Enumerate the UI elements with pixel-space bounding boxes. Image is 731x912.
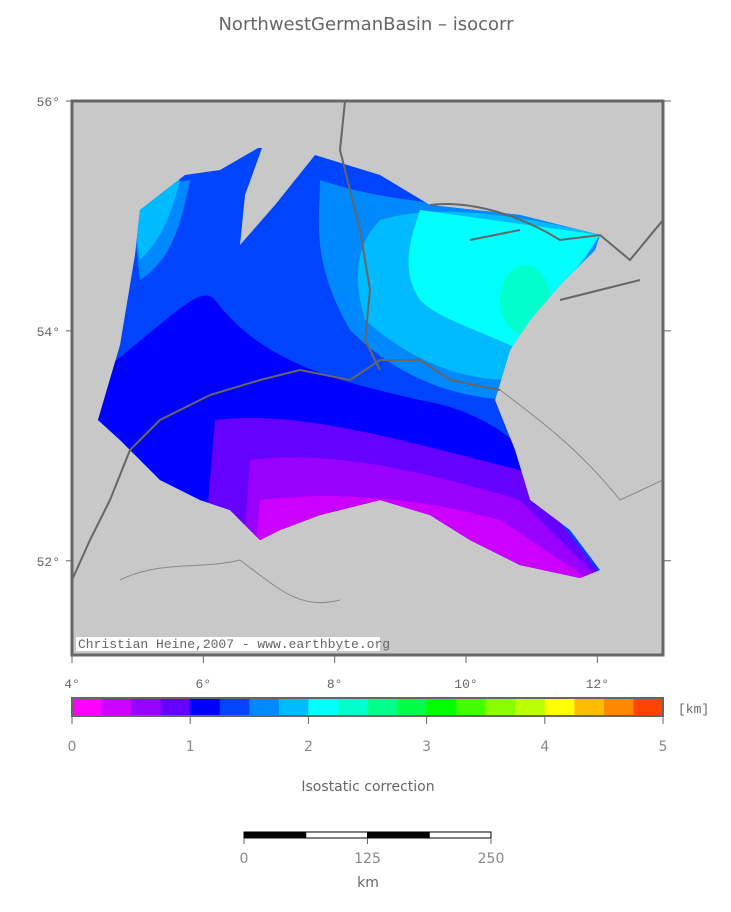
scale-tick-label: 125 — [354, 851, 381, 867]
lon-label: 4° — [64, 677, 80, 692]
colorbar-segment — [278, 698, 309, 716]
colorbar-tick-label: 1 — [186, 739, 195, 755]
colorbar-segment — [219, 698, 250, 716]
scale-segment — [367, 831, 430, 839]
colorbar-unit: [km] — [678, 702, 709, 717]
lon-label: 10° — [454, 677, 477, 692]
colorbar-segment — [485, 698, 516, 716]
colorbar-label: Isostatic correction — [301, 779, 434, 795]
colorbar-tick-label: 5 — [659, 739, 668, 755]
coastlines — [72, 101, 663, 581]
title: NorthwestGermanBasin – isocorr — [218, 14, 514, 35]
lon-label: 12° — [586, 677, 609, 692]
colorbar-segment — [544, 698, 575, 716]
colorbar-segment — [160, 698, 191, 716]
credit-box — [76, 637, 380, 651]
lon-label: 6° — [196, 677, 212, 692]
colorbar-segment — [633, 698, 664, 716]
scale-segment — [428, 831, 492, 839]
colorbar-segment — [603, 698, 634, 716]
colorbar-segment — [574, 698, 605, 716]
colorbar-tick-label: 0 — [68, 739, 77, 755]
colorbar-segment — [190, 698, 221, 716]
colorbar-segment — [426, 698, 457, 716]
colorbar-tick-label: 4 — [540, 739, 549, 755]
credit: Christian Heine,2007 - www.earthbyte.org — [78, 637, 390, 652]
scale-tick-label: 0 — [240, 851, 249, 867]
lon-label: 8° — [327, 677, 343, 692]
lat-label: 54° — [37, 325, 60, 340]
colorbar-tick-label: 3 — [422, 739, 431, 755]
colorbar-segment — [72, 698, 103, 716]
colorbar-tick-label: 2 — [304, 739, 313, 755]
colorbar-segment — [456, 698, 487, 716]
colorbar-segment — [515, 698, 546, 716]
scale-segment — [305, 831, 368, 839]
colorbar-segment — [337, 698, 368, 716]
colorbar-segment — [101, 698, 132, 716]
scale-segment — [243, 831, 307, 839]
borders — [119, 389, 663, 604]
colorbar-segment — [367, 698, 398, 716]
map-frame — [70, 99, 665, 657]
colorbar-segment — [397, 698, 428, 716]
colorbar-segment — [308, 698, 339, 716]
lat-label: 56° — [37, 95, 60, 110]
colorbar-frame — [71, 697, 664, 717]
colorbar-segment — [249, 698, 280, 716]
colorbar-segment — [131, 698, 162, 716]
scale-unit: km — [357, 875, 379, 891]
scale-tick-label: 250 — [478, 851, 505, 867]
lat-label: 52° — [37, 555, 60, 570]
